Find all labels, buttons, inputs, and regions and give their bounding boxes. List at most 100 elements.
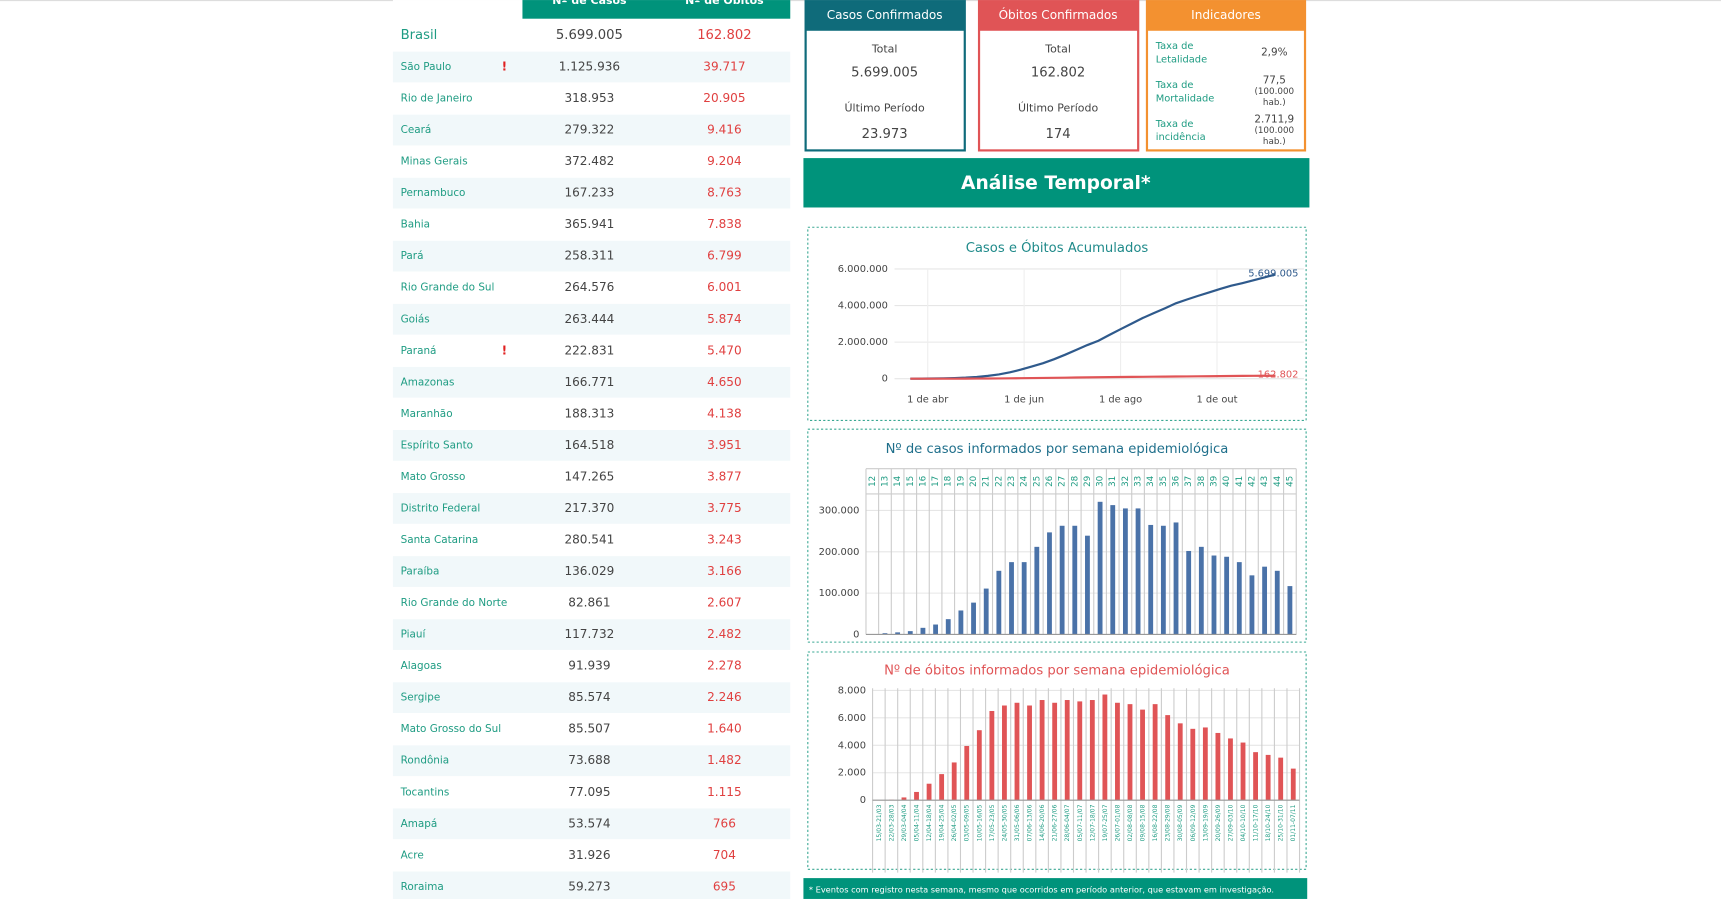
x-tick-label: 44 — [1273, 475, 1283, 487]
state-cases: 279.322 — [564, 123, 614, 137]
bar — [1190, 728, 1196, 801]
state-cases: 222.831 — [564, 343, 614, 357]
bar — [1287, 586, 1293, 635]
indicator-value: 2,9% — [1261, 47, 1288, 59]
state-cases: 264.576 — [564, 280, 614, 294]
bar — [914, 791, 919, 801]
x-tick-label: 13 — [880, 476, 890, 487]
state-cases: 164.518 — [564, 438, 614, 452]
bar — [1115, 702, 1120, 801]
chart-frame — [807, 226, 1307, 421]
state-deaths: 2.482 — [707, 627, 742, 641]
chart-title: Nº de óbitos informados por semana epide… — [884, 663, 1230, 679]
bar — [933, 624, 939, 635]
state-cases: 280.541 — [564, 532, 614, 546]
bar — [1240, 742, 1246, 801]
x-tick-label: 12 — [868, 476, 878, 487]
state-deaths: 3.243 — [707, 532, 742, 546]
state-name: Rio Grande do Sul — [401, 282, 495, 294]
card-title: Casos Confirmados — [827, 8, 943, 22]
footnote: * Eventos com registro nesta semana, mes… — [809, 885, 1274, 895]
x-tick-label: 16/08-22/08 — [1152, 804, 1159, 841]
x-tick-label: 10/05-16/05 — [976, 804, 983, 841]
y-tick-label: 4.000 — [838, 740, 866, 751]
state-name: Minas Gerais — [401, 156, 468, 168]
y-tick-label: 300.000 — [819, 505, 860, 516]
bar — [1009, 562, 1014, 635]
bar — [1102, 694, 1108, 801]
bar — [1228, 738, 1233, 801]
x-tick-label: 1 de ago — [1099, 395, 1142, 406]
bar — [1077, 701, 1083, 801]
bar — [958, 610, 964, 635]
x-tick-label: 43 — [1260, 476, 1270, 487]
state-name: Rondônia — [401, 755, 450, 767]
bar — [951, 762, 957, 801]
x-tick-label: 28/06-04/07 — [1064, 804, 1071, 841]
state-name: Piauí — [401, 629, 427, 641]
bar — [901, 797, 907, 801]
bar — [1249, 575, 1255, 635]
state-deaths: 2.278 — [707, 659, 742, 673]
state-name: Amapá — [401, 818, 438, 830]
state-deaths: 695 — [713, 879, 736, 893]
x-tick-label: 26/04-02/05 — [951, 804, 958, 841]
state-deaths: 3.775 — [707, 501, 742, 515]
x-tick-label: 16 — [918, 475, 928, 487]
x-tick-label: 42 — [1247, 476, 1257, 487]
bar — [1160, 525, 1166, 635]
card-title: Óbitos Confirmados — [999, 7, 1118, 22]
indicator-value: hab.) — [1263, 98, 1286, 108]
state-cases: 372.482 — [564, 154, 614, 168]
state-deaths: 1.482 — [707, 753, 742, 767]
indicator-label: incidência — [1156, 131, 1206, 143]
bar — [1290, 768, 1296, 801]
state-deaths: 4.650 — [707, 375, 742, 389]
x-tick-label: 24 — [1020, 475, 1030, 487]
state-cases: 318.953 — [564, 91, 614, 105]
x-tick-label: 45 — [1285, 476, 1295, 487]
bar — [1039, 700, 1045, 801]
state-cases: 85.507 — [568, 722, 610, 736]
x-tick-label: 35 — [1159, 476, 1169, 487]
row-background — [392, 240, 791, 272]
section-title: Análise Temporal* — [961, 173, 1151, 194]
x-tick-label: 06/09-12/09 — [1190, 804, 1197, 841]
bar — [939, 774, 945, 801]
footnote-bar — [803, 878, 1308, 899]
x-tick-label: 12/07-18/07 — [1089, 804, 1096, 841]
state-name: Espírito Santo — [401, 439, 473, 451]
x-tick-label: 11/10-17/10 — [1253, 804, 1260, 841]
indicator-value: 2.711,9 — [1254, 114, 1294, 126]
x-tick-label: 03/05-09/05 — [964, 804, 971, 841]
state-deaths: 6.001 — [707, 280, 742, 294]
section-header — [803, 158, 1310, 208]
state-name: Maranhão — [401, 408, 453, 420]
x-tick-label: 39 — [1209, 476, 1219, 487]
state-name: Pernambuco — [401, 187, 466, 199]
x-tick-label: 22/03-28/03 — [888, 804, 895, 841]
state-cases: 73.688 — [568, 753, 610, 767]
x-tick-label: 14/06-20/06 — [1039, 804, 1046, 841]
state-deaths: 4.138 — [707, 406, 742, 420]
y-tick-label: 4.000.000 — [838, 301, 888, 312]
card-value: 174 — [1046, 127, 1071, 142]
flag: ! — [502, 59, 508, 73]
state-cases: 31.926 — [568, 848, 610, 862]
state-name: Goiás — [401, 313, 430, 325]
state-cases: 147.265 — [564, 469, 614, 483]
bar — [1186, 550, 1192, 635]
bar — [996, 570, 1002, 635]
card-header — [979, 1, 1139, 31]
row-background — [392, 51, 791, 83]
state-deaths: 3.877 — [707, 469, 742, 483]
x-tick-label: 20 — [969, 476, 979, 487]
state-cases: 117.732 — [564, 627, 614, 641]
card-label: Último Período — [1018, 102, 1099, 115]
card-header — [805, 1, 965, 31]
state-deaths: 7.838 — [707, 217, 742, 231]
bar — [907, 631, 913, 635]
bar — [920, 627, 926, 635]
card-label: Último Período — [845, 102, 926, 115]
x-tick-label: 33 — [1134, 476, 1144, 487]
